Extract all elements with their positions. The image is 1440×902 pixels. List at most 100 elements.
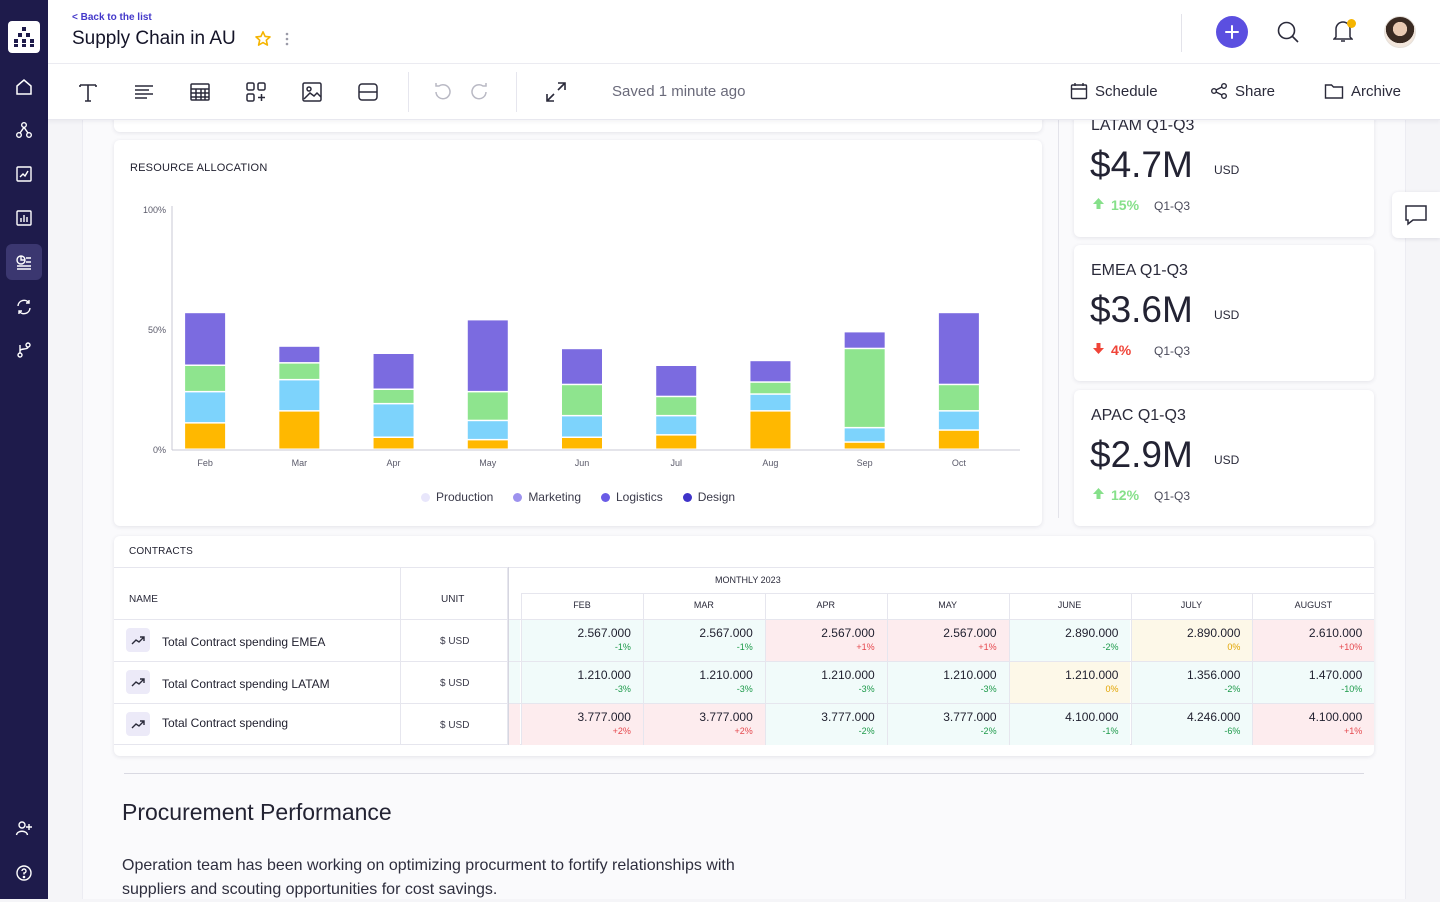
share-button[interactable]: Share [1210, 82, 1275, 100]
legend-item[interactable]: Logistics [601, 490, 663, 504]
table-cell[interactable]: 4.100.000 +1% [1253, 704, 1374, 745]
legend-item[interactable]: Marketing [513, 490, 581, 504]
bar-segment-design[interactable] [185, 313, 226, 365]
expand-button[interactable] [544, 80, 568, 104]
table-cell[interactable]: 2.890.000 -2% [1009, 620, 1131, 661]
bar-segment-marketing[interactable] [844, 428, 885, 442]
bar-report-icon [16, 210, 32, 226]
bar-segment-marketing[interactable] [938, 411, 979, 430]
search-icon[interactable] [1276, 20, 1300, 44]
bar-segment-logistics[interactable] [750, 382, 791, 394]
table-cell[interactable]: 1.210.000 -3% [643, 662, 765, 703]
bar-segment-logistics[interactable] [562, 385, 602, 415]
table-cell[interactable]: 1.210.000 -3% [887, 662, 1009, 703]
bar-segment-production[interactable] [185, 423, 226, 449]
bar-segment-design[interactable] [844, 332, 885, 348]
table-cell[interactable]: 1.470.000 -10% [1253, 662, 1374, 703]
table-cell[interactable]: 1.356.000 -2% [1131, 662, 1253, 703]
legend-item[interactable]: Design [682, 490, 735, 504]
nav-integrations[interactable] [6, 332, 42, 368]
table-cell[interactable]: 4.100.000 -1% [1009, 704, 1131, 745]
table-cell[interactable]: 3.777.000 -2% [765, 704, 887, 745]
bar-segment-production[interactable] [938, 430, 979, 449]
table-cell[interactable]: 2.610.000 +10% [1253, 620, 1374, 661]
nav-home[interactable] [6, 69, 42, 105]
table-cell[interactable]: 1.210.000 -3% [765, 662, 887, 703]
nav-sync[interactable] [6, 289, 42, 325]
bar-segment-design[interactable] [467, 320, 508, 391]
schedule-button[interactable]: Schedule [1070, 82, 1158, 100]
bar-segment-design[interactable] [279, 346, 320, 363]
insert-section-button[interactable] [356, 80, 380, 104]
table-cell[interactable]: 2.567.000 +1% [887, 620, 1009, 661]
table-cell[interactable]: 2.890.000 0% [1131, 620, 1253, 661]
user-avatar[interactable] [1384, 16, 1416, 48]
bar-segment-logistics[interactable] [938, 385, 979, 411]
bar-segment-design[interactable] [656, 366, 697, 396]
bar-segment-production[interactable] [373, 438, 414, 449]
bar-segment-marketing[interactable] [185, 392, 226, 423]
back-to-list-link[interactable]: < Back to the list [72, 12, 152, 23]
bar-segment-logistics[interactable] [279, 363, 320, 379]
row-name[interactable]: Total Contract spending [162, 716, 289, 730]
star-icon[interactable] [254, 30, 272, 48]
bar-segment-production[interactable] [656, 435, 697, 449]
bar-segment-logistics[interactable] [844, 349, 885, 427]
table-cell[interactable]: 2.567.000 +1% [765, 620, 887, 661]
kpi-card[interactable]: LATAM Q1-Q3 $4.7M USD 15% Q1-Q3 [1074, 100, 1374, 237]
notifications-icon[interactable] [1333, 19, 1353, 43]
bar-segment-marketing[interactable] [279, 380, 320, 411]
bar-segment-production[interactable] [562, 438, 602, 449]
table-cell[interactable]: 2.567.000 -1% [522, 620, 643, 661]
redo-button[interactable] [468, 80, 492, 104]
bar-segment-logistics[interactable] [656, 397, 697, 415]
legend-item[interactable]: Production [420, 490, 493, 504]
comments-button[interactable] [1392, 192, 1440, 238]
bar-segment-production[interactable] [844, 442, 885, 449]
table-cell[interactable]: 3.777.000 -2% [887, 704, 1009, 745]
table-cell[interactable]: 1.210.000 -3% [522, 662, 643, 703]
bar-segment-production[interactable] [467, 440, 508, 449]
bar-segment-logistics[interactable] [467, 392, 508, 420]
bar-segment-marketing[interactable] [467, 421, 508, 439]
nav-reports[interactable] [6, 200, 42, 236]
more-options-icon[interactable] [284, 30, 290, 48]
insert-image-button[interactable] [300, 80, 324, 104]
add-button[interactable] [1216, 16, 1248, 48]
bar-segment-design[interactable] [938, 313, 979, 384]
table-cell[interactable]: 4.246.000 -6% [1131, 704, 1253, 745]
table-cell[interactable]: 1.210.000 0% [1009, 662, 1131, 703]
insert-table-button[interactable] [188, 80, 212, 104]
cell-value: 1.210.000 [577, 668, 631, 682]
bar-segment-design[interactable] [562, 349, 602, 384]
app-logo[interactable] [8, 21, 40, 53]
kpi-card[interactable]: APAC Q1-Q3 $2.9M USD 12% Q1-Q3 [1074, 390, 1374, 526]
bar-segment-logistics[interactable] [373, 390, 414, 403]
nav-help[interactable] [6, 855, 42, 891]
table-cell[interactable]: 2.567.000 -1% [643, 620, 765, 661]
table-cell[interactable]: 3.777.000 +2% [643, 704, 765, 745]
bar-segment-production[interactable] [750, 411, 791, 449]
bar-segment-marketing[interactable] [750, 394, 791, 411]
row-name[interactable]: Total Contract spending LATAM [162, 677, 330, 691]
table-cell[interactable]: 3.777.000 +2% [522, 704, 643, 745]
undo-button[interactable] [430, 80, 454, 104]
bar-segment-marketing[interactable] [373, 404, 414, 437]
insert-text-button[interactable] [76, 80, 100, 104]
bar-segment-design[interactable] [750, 361, 791, 382]
network-icon [16, 122, 32, 138]
row-name[interactable]: Total Contract spending EMEA [162, 635, 326, 649]
archive-button[interactable]: Archive [1324, 82, 1401, 100]
bar-segment-marketing[interactable] [562, 416, 602, 437]
nav-dashboards[interactable] [6, 244, 42, 280]
kpi-card[interactable]: EMEA Q1-Q3 $3.6M USD 4% Q1-Q3 [1074, 245, 1374, 381]
insert-paragraph-button[interactable] [132, 80, 156, 104]
nav-trends[interactable] [6, 156, 42, 192]
bar-segment-design[interactable] [373, 354, 414, 389]
bar-segment-marketing[interactable] [656, 416, 697, 435]
bar-segment-logistics[interactable] [185, 366, 226, 391]
insert-widget-button[interactable] [244, 80, 268, 104]
nav-invite-user[interactable] [6, 810, 42, 846]
nav-network[interactable] [6, 112, 42, 148]
bar-segment-production[interactable] [279, 411, 320, 449]
